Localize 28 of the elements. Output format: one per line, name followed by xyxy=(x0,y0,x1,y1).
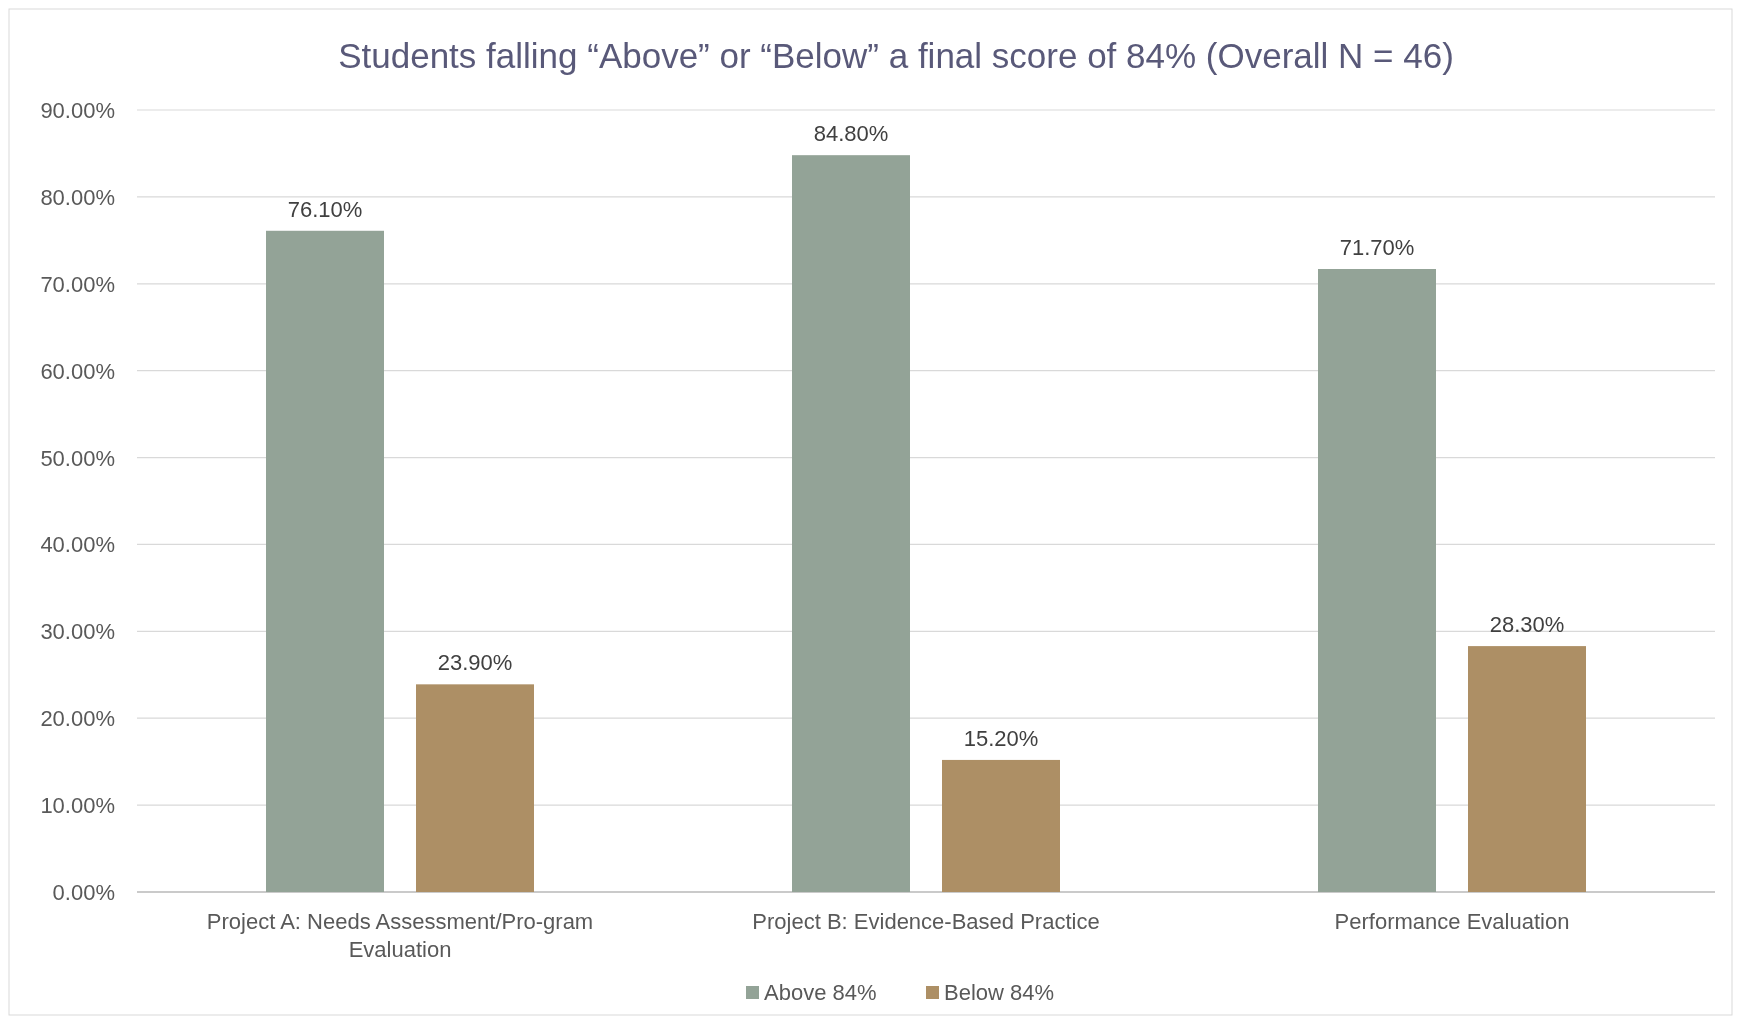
data-label: 15.20% xyxy=(963,725,1039,751)
chart-title: Students falling “Above” or “Below” a final score of 84% (Overall N = 46) xyxy=(338,36,1454,75)
y-tick-label: 50.00% xyxy=(40,445,115,471)
y-tick-label: 60.00% xyxy=(40,358,115,384)
data-label: 71.70% xyxy=(1339,235,1415,261)
bar xyxy=(416,684,534,892)
data-label: 84.80% xyxy=(813,121,889,147)
bar xyxy=(1468,646,1586,892)
legend-label: Above 84% xyxy=(764,980,877,1005)
bar xyxy=(942,759,1060,892)
y-tick-label: 80.00% xyxy=(40,184,115,210)
data-label: 76.10% xyxy=(287,196,363,222)
bar xyxy=(1318,269,1436,892)
bar xyxy=(792,155,910,892)
y-tick-label: 10.00% xyxy=(40,793,115,819)
x-tick-label: Project A: Needs Assessment/Pro-gram Evaluation xyxy=(206,909,594,962)
y-tick-label: 0.00% xyxy=(52,880,115,905)
y-tick-label: 30.00% xyxy=(40,619,115,645)
x-tick-label: Project B: Evidence-Based Practice xyxy=(752,909,1100,934)
y-tick-label: 70.00% xyxy=(40,271,115,297)
bar xyxy=(266,230,384,892)
legend-label: Below 84% xyxy=(944,980,1055,1005)
data-label: 28.30% xyxy=(1489,612,1565,638)
x-tick-label: Performance Evaluation xyxy=(1334,909,1570,934)
y-tick-label: 20.00% xyxy=(40,706,115,732)
data-label: 23.90% xyxy=(437,650,513,676)
y-tick-label: 40.00% xyxy=(40,532,115,558)
y-tick-label: 90.00% xyxy=(40,98,115,123)
